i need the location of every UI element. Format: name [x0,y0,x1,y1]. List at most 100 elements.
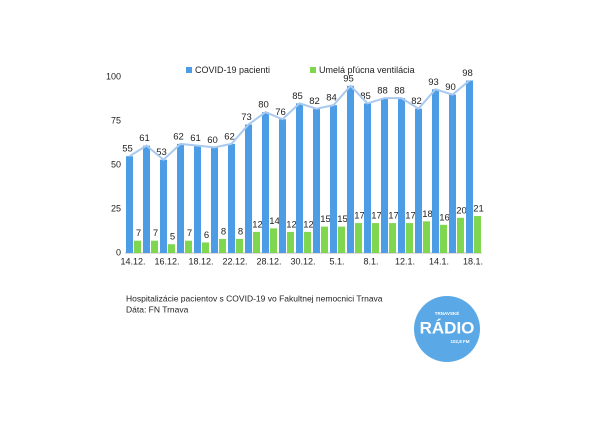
logo-text: RÁDIO [420,318,475,337]
value-label: 7 [136,228,141,239]
bar [432,89,439,253]
bar [279,119,286,254]
bar [236,238,243,253]
value-label: 90 [445,82,456,93]
bar [389,223,396,253]
value-label: 15 [337,214,348,225]
value-label: 18 [422,209,433,220]
value-label: 8 [238,226,243,237]
bar [245,124,252,254]
x-tick-label: 18.12. [188,256,213,266]
value-label: 73 [241,112,252,123]
y-tick-label: 25 [111,203,121,213]
value-label: 17 [371,211,382,222]
value-label: 12 [303,219,314,230]
bar [262,112,269,253]
value-label: 55 [122,144,133,155]
bar [185,240,192,253]
bar [287,231,294,253]
value-label: 85 [360,91,371,102]
bar [347,85,354,253]
bar [168,244,175,253]
value-label: 76 [275,107,286,118]
value-label: 61 [190,133,201,144]
value-label: 17 [388,211,399,222]
value-label: 7 [187,228,192,239]
caption: Dáta: FN Trnava [126,304,189,314]
x-tick-label: 28.12. [256,256,281,266]
x-tick-label: 14.12. [120,256,145,266]
value-label: 17 [405,211,416,222]
bar [296,103,303,254]
bar [415,108,422,254]
value-label: 85 [292,91,303,102]
value-label: 8 [221,226,226,237]
x-tick-label: 22.12. [222,256,247,266]
value-label: 21 [473,204,484,215]
value-label: 88 [377,86,388,97]
bar [143,145,150,253]
bar [381,98,388,254]
value-label: 12 [252,219,263,230]
bar [449,94,456,253]
x-tick-label: 14.1. [429,256,449,266]
bar [398,98,405,254]
value-label: 98 [462,68,473,79]
value-label: 16 [439,212,450,223]
caption: Hospitalizácie pacientov s COVID-19 vo F… [126,293,383,303]
legend-label: COVID-19 pacienti [195,65,270,75]
logo-text: TRNAVSKÉ [435,309,459,316]
legend-swatch [186,67,192,73]
bar [253,231,260,253]
y-tick-label: 50 [111,159,121,169]
value-label: 95 [343,73,354,84]
bar [270,228,277,253]
bar [364,103,371,254]
bar [177,143,184,253]
bar [304,231,311,253]
value-label: 62 [173,131,184,142]
bar [134,240,141,253]
value-label: 7 [153,228,158,239]
value-label: 93 [428,77,439,88]
bar [321,226,328,253]
logo [414,296,480,362]
value-label: 15 [320,214,331,225]
value-label: 82 [411,96,422,107]
bar [406,223,413,253]
bar [338,226,345,253]
value-label: 12 [286,219,297,230]
x-tick-label: 5.1. [329,256,344,266]
x-tick-label: 8.1. [363,256,378,266]
legend-swatch [310,67,316,73]
bar [194,145,201,253]
value-label: 17 [354,211,365,222]
y-tick-label: 0 [116,247,121,257]
value-label: 20 [456,205,467,216]
logo-text: 102,8 FM [450,339,469,344]
bar [440,224,447,253]
bar [330,105,337,253]
value-label: 6 [204,230,209,241]
value-label: 61 [139,133,150,144]
trend-line [128,79,471,162]
value-label: 53 [156,147,167,158]
bar [228,143,235,253]
bar [202,242,209,253]
value-label: 84 [326,93,337,104]
bar [160,159,167,253]
bar [126,156,133,253]
bar [219,238,226,253]
bar [151,240,158,253]
value-label: 60 [207,135,218,146]
value-label: 82 [309,96,320,107]
value-label: 5 [170,232,175,243]
x-tick-label: 30.12. [290,256,315,266]
y-tick-label: 100 [106,71,121,81]
bar [457,217,464,253]
x-tick-label: 16.12. [154,256,179,266]
value-label: 62 [224,131,235,142]
y-tick-label: 75 [111,115,121,125]
bar [211,147,218,253]
value-label: 14 [269,216,280,227]
